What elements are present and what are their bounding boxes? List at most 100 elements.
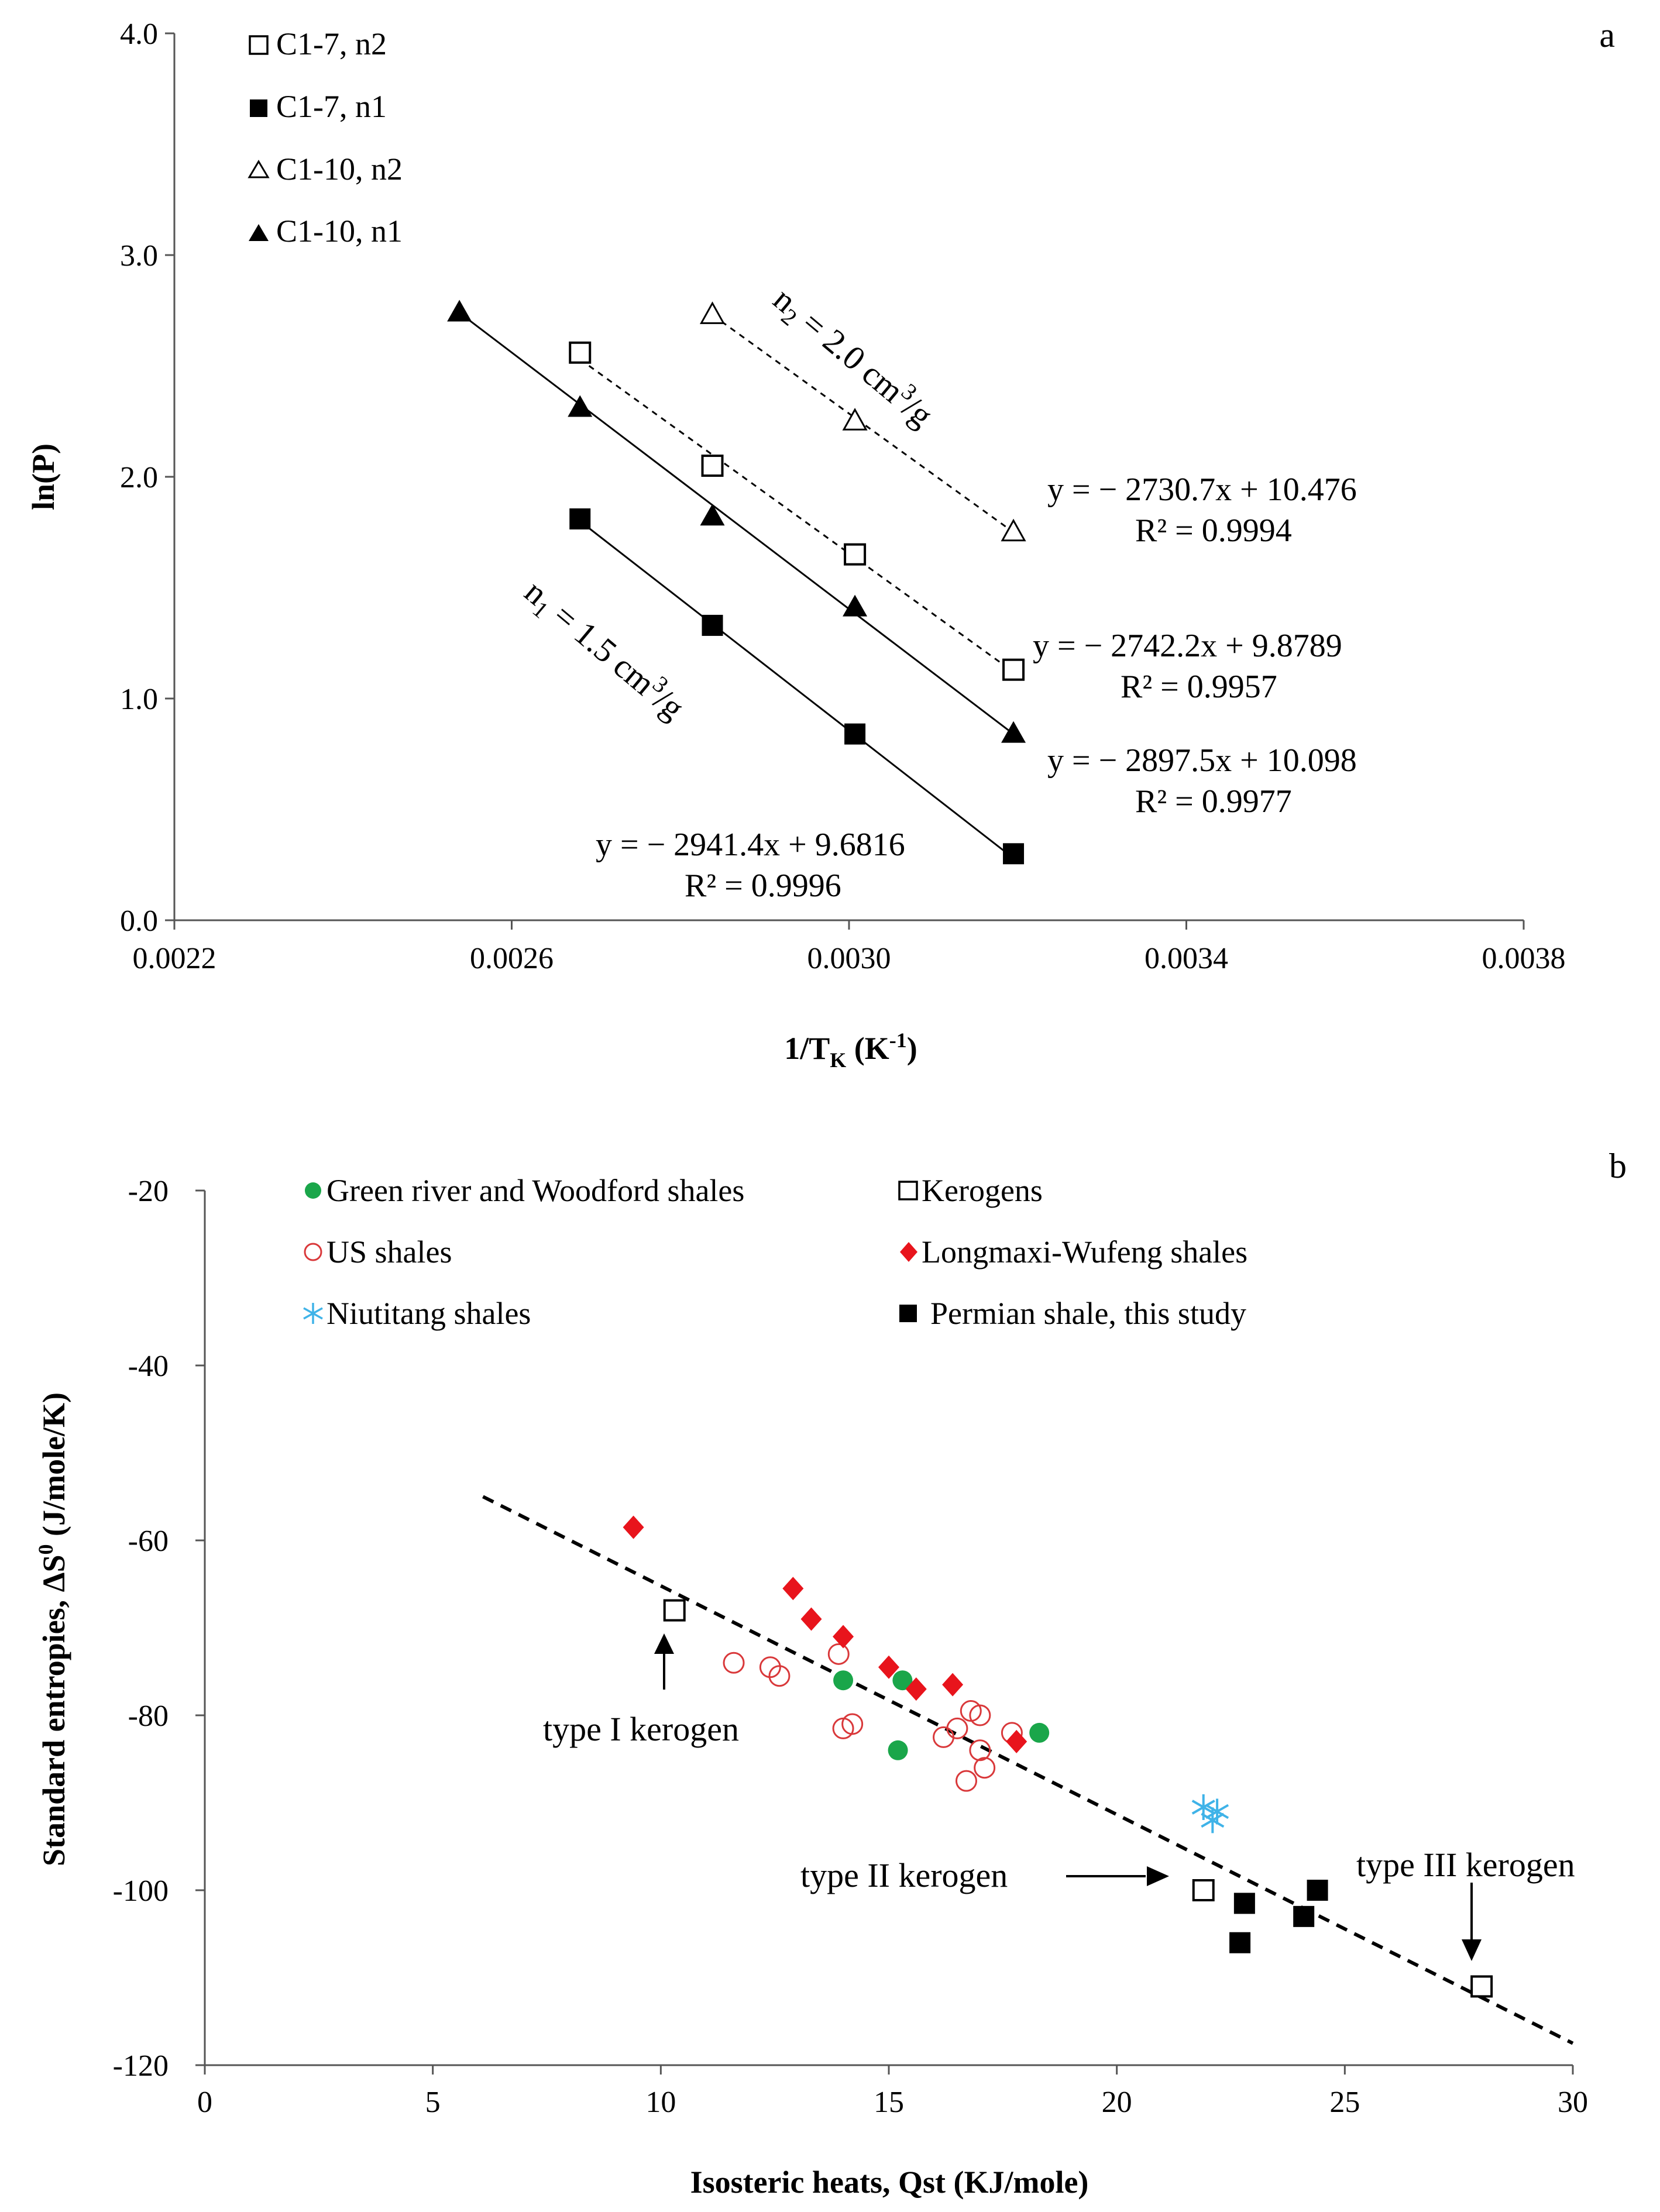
equation-c1-10-n1: y = − 2897.5x + 10.098 (1047, 742, 1357, 779)
point-kerogens (1470, 1975, 1493, 1998)
point-c1-10-n1 (447, 300, 472, 322)
r2-c1-7-n1: R² = 0.9996 (685, 868, 841, 904)
arrow-head (1462, 1939, 1482, 1961)
legend-label: US shales (326, 1234, 452, 1270)
x-tick-label: 5 (425, 2086, 441, 2119)
x-tick-label: 0.0034 (1145, 942, 1228, 975)
fit-line-c1-7-n1 (579, 520, 1014, 859)
legend-label: C1-10, n1 (276, 214, 403, 249)
panel-a-label: a (1599, 16, 1615, 54)
panel-a-fit-lines (459, 312, 1014, 859)
panel-b-legend: Green river and Woodford shales Kerogens… (303, 1173, 1247, 1331)
r2-c1-7-n2: R² = 0.9957 (1121, 669, 1277, 705)
point-c1-10-n2 (1001, 518, 1026, 542)
legend-item-c1-10-n1: C1-10, n1 (249, 214, 403, 249)
point-us-shales (969, 1739, 991, 1762)
point-us-shales (768, 1665, 791, 1687)
point-c1-7-n1 (569, 508, 591, 530)
point-c1-10-n1 (568, 395, 593, 417)
annotation-type-ii-text: type II kerogen (800, 1856, 1008, 1894)
point-longmaxi-wufeng-shales (1006, 1729, 1027, 1753)
point-c1-7-n1 (1003, 843, 1025, 865)
legend-marker-green-circle (305, 1182, 321, 1199)
point-us-shales (841, 1713, 864, 1735)
point-us-shales (969, 1704, 991, 1726)
point-permian-shale-this-study (1293, 1905, 1315, 1927)
point-niutitang-shales (1201, 1807, 1225, 1833)
legend-marker-square-open (898, 1181, 918, 1200)
annotation-type-ii: type II kerogen (800, 1856, 1169, 1894)
x-tick-label: 25 (1329, 2086, 1360, 2119)
point-permian-shale-this-study (1229, 1932, 1251, 1953)
r2-c1-10-n1: R² = 0.9977 (1135, 783, 1292, 820)
point-c1-10-n2 (699, 301, 726, 324)
point-us-shales (723, 1652, 745, 1674)
legend-item-c1-7-n1: C1-7, n1 (250, 89, 387, 124)
legend-marker-square-filled (250, 99, 267, 117)
panel-b-y-axis-title: Standard entropies, ΔS0 (J/mole/K) (34, 1392, 71, 1866)
legend-item-niutitang: Niutitang shales (303, 1296, 531, 1331)
y-tick-label: -20 (128, 1175, 169, 1208)
panel-a-y-ticks: 0.0 1.0 2.0 3.0 4.0 (120, 18, 174, 938)
x-tick-label: 0 (197, 2086, 212, 2119)
legend-marker-square-filled (899, 1305, 917, 1322)
legend-marker-red-open-circle (304, 1243, 322, 1261)
y-tick-label: -120 (113, 2049, 169, 2083)
point-c1-7-n2 (1002, 658, 1025, 681)
point-us-shales (974, 1757, 996, 1779)
point-niutitang-shales (1205, 1798, 1229, 1825)
legend-label: C1-7, n2 (276, 26, 387, 61)
y-tick-label: 3.0 (120, 239, 158, 273)
x-tick-label: 20 (1102, 2086, 1132, 2119)
x-tick-label: 0.0026 (470, 942, 554, 975)
x-tick-label: 0.0022 (133, 942, 216, 975)
panel-b-x-ticks: 0 5 10 15 20 25 30 (197, 2065, 1588, 2119)
point-permian-shale-this-study (1307, 1880, 1328, 1901)
legend-item-longmaxi-wufeng: Longmaxi-Wufeng shales (900, 1234, 1247, 1270)
legend-label: C1-10, n2 (276, 152, 403, 187)
legend-label: Kerogens (922, 1173, 1043, 1208)
point-longmaxi-wufeng-shales (800, 1607, 822, 1631)
legend-item-kerogens: Kerogens (898, 1173, 1043, 1208)
legend-marker-triangle-open (248, 160, 270, 178)
point-kerogens (663, 1599, 686, 1622)
y-tick-label: 0.0 (120, 904, 158, 938)
panel-b-trendline (482, 1495, 1574, 2045)
annotation-type-i: type I kerogen (543, 1633, 739, 1748)
panel-b-points (623, 1515, 1493, 1998)
y-tick-label: -60 (128, 1525, 169, 1558)
equation-c1-7-n1: y = − 2941.4x + 9.6816 (596, 827, 905, 863)
point-c1-10-n1 (700, 504, 725, 526)
legend-label: Longmaxi-Wufeng shales (922, 1234, 1247, 1270)
legend-item-permian: Permian shale, this study (899, 1296, 1246, 1331)
y-tick-label: 4.0 (120, 18, 158, 51)
legend-label: C1-7, n1 (276, 89, 387, 124)
x-tick-label: 15 (874, 2086, 904, 2119)
y-tick-label: 2.0 (120, 461, 158, 494)
panel-a-x-ticks: 0.0022 0.0026 0.0030 0.0034 0.0038 (133, 920, 1566, 975)
point-green-river-and-woodford-shales (888, 1740, 908, 1760)
point-c1-7-n1 (844, 723, 866, 745)
point-c1-10-n2 (842, 408, 868, 431)
fit-line-c1-10-n1 (459, 312, 1014, 735)
point-c1-7-n2 (844, 543, 867, 566)
legend-marker-square-open (249, 35, 269, 55)
point-longmaxi-wufeng-shales (623, 1515, 644, 1539)
point-us-shales (827, 1643, 850, 1665)
annotation-type-i-text: type I kerogen (543, 1710, 739, 1748)
annotation-type-iii: type III kerogen (1356, 1846, 1575, 1961)
arrow-head (654, 1633, 674, 1654)
arrow-head (1147, 1866, 1169, 1886)
legend-marker-blue-asterisk (303, 1303, 323, 1324)
point-longmaxi-wufeng-shales (905, 1677, 927, 1701)
annotation-type-iii-text: type III kerogen (1356, 1846, 1575, 1884)
panel-a-y-axis-title: ln(P) (26, 443, 61, 510)
legend-label: Niutitang shales (326, 1296, 531, 1331)
equation-c1-10-n2: y = − 2730.7x + 10.476 (1047, 472, 1357, 508)
r2-c1-10-n2: R² = 0.9994 (1135, 512, 1292, 549)
point-green-river-and-woodford-shales (833, 1670, 854, 1691)
equation-c1-7-n2: y = − 2742.2x + 9.8789 (1033, 628, 1342, 664)
point-permian-shale-this-study (1233, 1893, 1255, 1914)
panel-a-equations: y = − 2730.7x + 10.476 R² = 0.9994 y = −… (596, 472, 1357, 904)
